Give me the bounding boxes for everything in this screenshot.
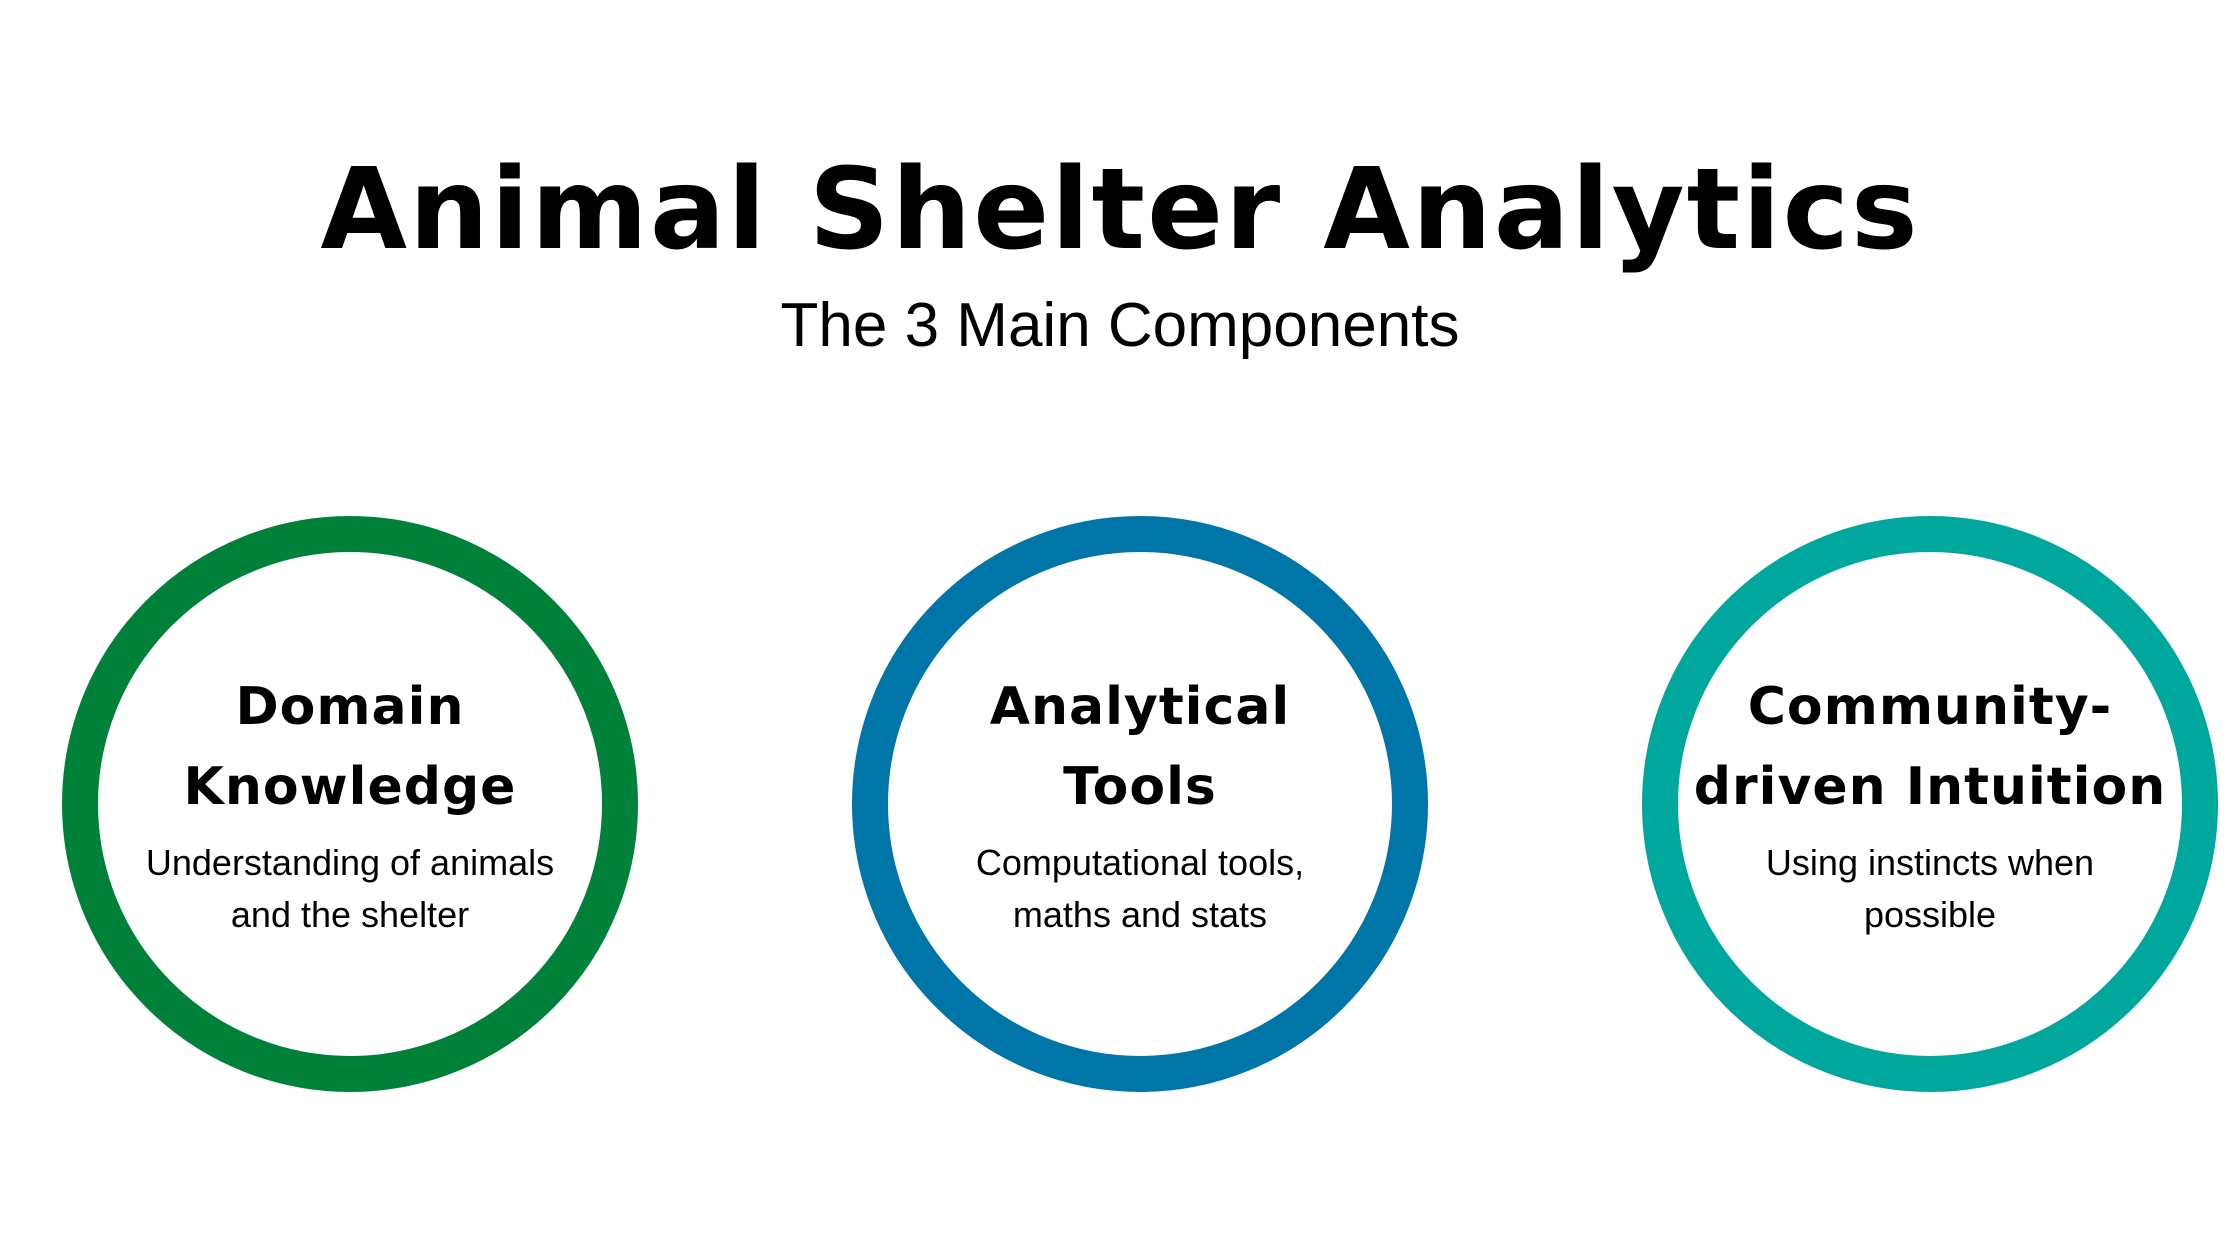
component-heading: Domain Knowledge — [110, 667, 590, 827]
component-heading-line: Community- — [1747, 677, 2113, 737]
component-description-line: Computational tools, — [975, 842, 1305, 883]
component-description-line: possible — [1863, 894, 1997, 935]
component-content: Analytical Tools Computational tools, ma… — [888, 552, 1392, 1056]
page-title: Animal Shelter Analytics — [320, 145, 1920, 275]
component-description-line: maths and stats — [1012, 894, 1268, 935]
component-heading-line: driven Intuition — [1693, 757, 2167, 817]
component-description-line: and the shelter — [230, 894, 470, 935]
page-subtitle: The 3 Main Components — [780, 291, 1460, 360]
component-description: Understanding of animals and the shelter — [120, 837, 580, 941]
component-circle-domain-knowledge: Domain Knowledge Understanding of animal… — [62, 516, 638, 1092]
component-heading: Community- driven Intuition — [1690, 667, 2170, 827]
component-heading-line: Domain — [235, 677, 465, 737]
component-content: Domain Knowledge Understanding of animal… — [98, 552, 602, 1056]
component-heading-line: Analytical — [989, 677, 1291, 737]
component-content: Community- driven Intuition Using instin… — [1678, 552, 2182, 1056]
component-description: Computational tools, maths and stats — [910, 837, 1370, 941]
component-heading-line: Knowledge — [183, 757, 517, 817]
component-heading: Analytical Tools — [900, 667, 1380, 827]
component-circle-community-driven-intuition: Community- driven Intuition Using instin… — [1642, 516, 2218, 1092]
component-description-line: Using instincts when — [1765, 842, 2095, 883]
component-description-line: Understanding of animals — [145, 842, 555, 883]
component-heading-line: Tools — [1063, 757, 1217, 817]
component-description: Using instincts when possible — [1700, 837, 2160, 941]
component-circle-analytical-tools: Analytical Tools Computational tools, ma… — [852, 516, 1428, 1092]
